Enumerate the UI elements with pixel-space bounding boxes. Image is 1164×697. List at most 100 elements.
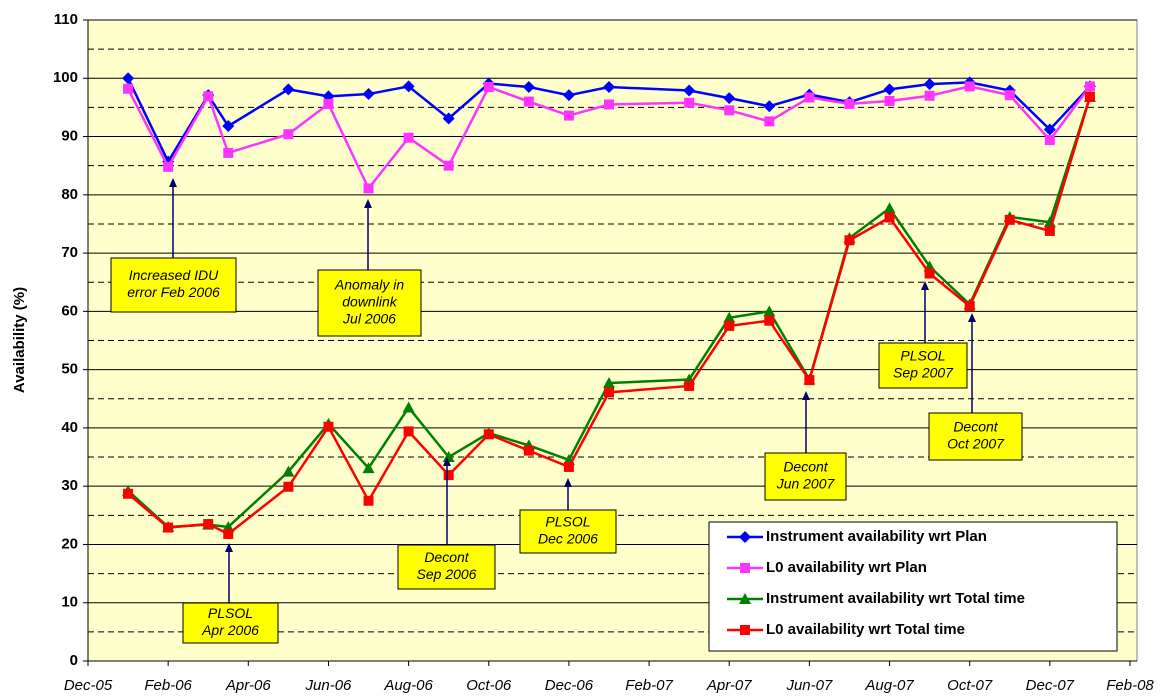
annotation-text: Dec 2006 bbox=[538, 531, 598, 547]
series-line bbox=[127, 96, 1092, 529]
annotation-text: Decont bbox=[783, 459, 828, 475]
x-tick-label: Jun-07 bbox=[785, 677, 833, 694]
arrow-head bbox=[968, 313, 976, 322]
y-tick-label: 30 bbox=[61, 477, 78, 494]
y-tick-label: 70 bbox=[61, 244, 78, 261]
marker bbox=[1084, 81, 1095, 92]
marker bbox=[1084, 91, 1095, 102]
y-tick-label: 100 bbox=[53, 69, 78, 86]
marker bbox=[604, 99, 614, 110]
arrow-head bbox=[364, 199, 372, 208]
annotation-box bbox=[878, 342, 968, 389]
legend-box bbox=[708, 521, 1118, 652]
marker bbox=[684, 97, 695, 108]
legend: Instrument availability wrt Plan L0 avail… bbox=[708, 521, 1118, 652]
y-tick-label: 0 bbox=[70, 652, 78, 669]
marker bbox=[604, 387, 614, 398]
marker bbox=[764, 116, 775, 127]
annotation-text: Sep 2007 bbox=[893, 365, 954, 381]
marker bbox=[363, 183, 374, 194]
y-tick-label: 50 bbox=[61, 361, 78, 378]
marker bbox=[723, 311, 736, 323]
marker bbox=[203, 91, 214, 102]
annotation-text: Decont bbox=[953, 419, 998, 435]
annotation-box bbox=[317, 269, 422, 337]
annotation-box bbox=[928, 412, 1023, 461]
arrow-head bbox=[564, 478, 572, 487]
y-tick-label: 10 bbox=[61, 594, 78, 611]
marker bbox=[283, 129, 294, 140]
annotation-text: PLSOL bbox=[545, 514, 590, 530]
annotation-box bbox=[519, 509, 617, 554]
marker bbox=[483, 429, 494, 440]
x-tick-label: Jun-06 bbox=[305, 677, 353, 694]
marker bbox=[163, 522, 174, 533]
marker bbox=[362, 88, 375, 101]
marker bbox=[740, 625, 750, 635]
marker bbox=[1004, 214, 1015, 225]
arrow-head bbox=[225, 543, 233, 552]
x-tick-label: Feb-07 bbox=[625, 677, 673, 694]
annotation-text: Apr 2006 bbox=[201, 622, 259, 638]
marker bbox=[683, 84, 696, 97]
x-tick-label: Apr-06 bbox=[225, 677, 271, 694]
annotation-box bbox=[110, 257, 237, 313]
marker bbox=[563, 461, 574, 472]
marker bbox=[122, 72, 135, 85]
marker bbox=[362, 462, 375, 474]
marker bbox=[763, 305, 776, 317]
annotation-text: Sep 2006 bbox=[417, 566, 477, 582]
marker bbox=[403, 132, 414, 143]
marker bbox=[1044, 135, 1055, 146]
marker bbox=[844, 98, 855, 109]
y-tick-label: 40 bbox=[61, 419, 78, 436]
marker bbox=[363, 495, 374, 506]
annotation-box bbox=[182, 602, 279, 644]
marker bbox=[483, 82, 494, 93]
x-tick-label: Feb-06 bbox=[144, 677, 192, 694]
series-line bbox=[126, 77, 1091, 165]
marker bbox=[924, 90, 935, 101]
marker bbox=[443, 470, 454, 481]
y-tick-label: 60 bbox=[61, 302, 78, 319]
marker bbox=[603, 81, 615, 94]
x-tick-label: Oct-07 bbox=[947, 677, 993, 694]
x-tick-label: Feb-08 bbox=[1106, 677, 1154, 694]
y-tick-label: 80 bbox=[61, 186, 78, 203]
marker bbox=[442, 451, 455, 463]
x-tick-label: Oct-06 bbox=[466, 677, 512, 694]
marker bbox=[283, 481, 294, 492]
marker bbox=[163, 161, 174, 172]
marker bbox=[522, 81, 535, 94]
marker bbox=[883, 202, 896, 214]
annotation-box bbox=[397, 544, 496, 590]
legend-label: Instrument availability wrt Plan bbox=[766, 528, 987, 545]
y-tick-label: 110 bbox=[54, 11, 78, 28]
marker bbox=[739, 531, 751, 543]
marker bbox=[764, 315, 775, 326]
series-line bbox=[126, 85, 1091, 191]
marker bbox=[884, 95, 895, 106]
marker bbox=[282, 465, 295, 477]
marker bbox=[402, 80, 415, 93]
marker bbox=[562, 89, 575, 102]
marker bbox=[1043, 123, 1056, 136]
arrow-head bbox=[443, 457, 451, 466]
marker bbox=[1044, 225, 1055, 236]
x-tick-label: Apr-07 bbox=[706, 677, 752, 694]
marker bbox=[964, 81, 975, 92]
annotation-text: PLSOL bbox=[208, 605, 253, 621]
annotation-text: Increased IDU bbox=[129, 267, 219, 283]
marker bbox=[883, 83, 896, 96]
marker bbox=[724, 105, 735, 116]
annotation-text: Decont bbox=[424, 549, 469, 565]
marker bbox=[323, 98, 334, 109]
arrow-head bbox=[802, 391, 810, 400]
marker bbox=[123, 83, 134, 94]
marker bbox=[684, 380, 695, 391]
marker bbox=[724, 320, 735, 331]
marker bbox=[964, 301, 975, 312]
marker bbox=[442, 112, 455, 125]
marker bbox=[844, 235, 855, 246]
